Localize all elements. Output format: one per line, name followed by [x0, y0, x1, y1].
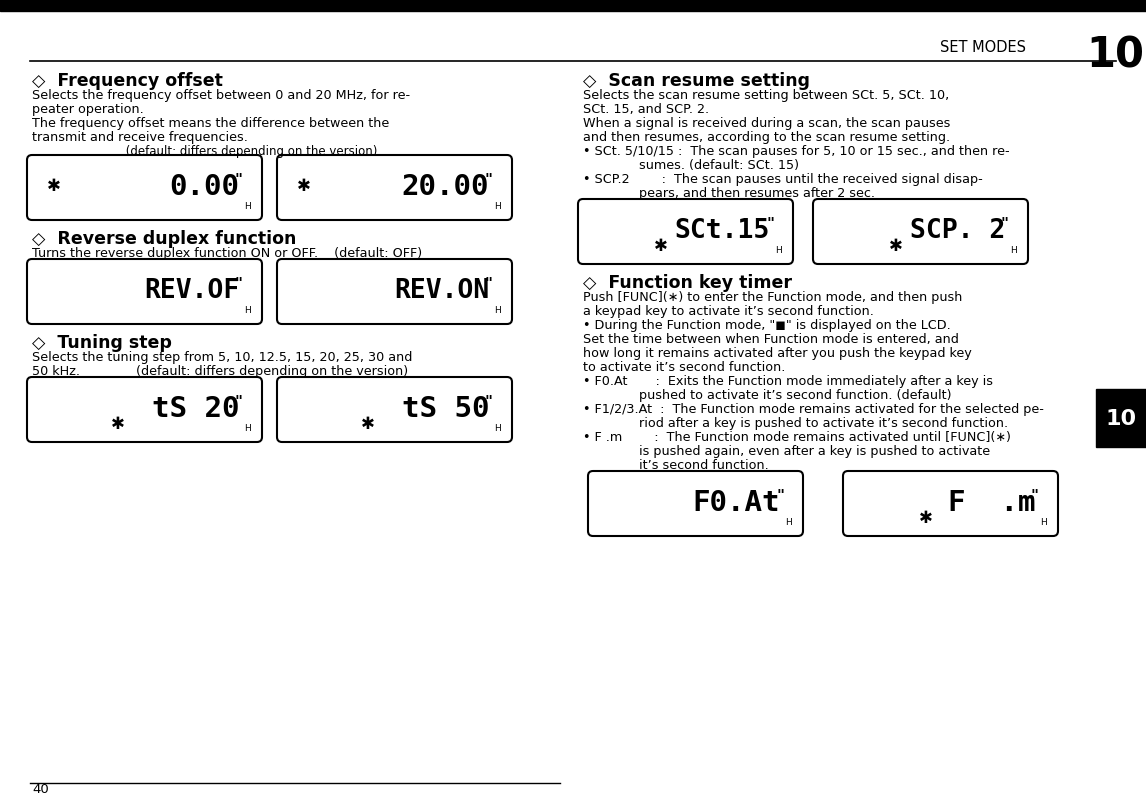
Text: ✱: ✱ [297, 177, 311, 194]
Text: and then resumes, according to the scan resume setting.: and then resumes, according to the scan … [583, 131, 950, 144]
Text: 10: 10 [1106, 409, 1137, 429]
Text: H: H [244, 202, 251, 210]
Text: ◇  Reverse duplex function: ◇ Reverse duplex function [32, 230, 297, 247]
Text: When a signal is received during a scan, the scan pauses: When a signal is received during a scan,… [583, 117, 950, 130]
Text: ": " [485, 394, 493, 410]
Text: ": " [485, 173, 493, 188]
Text: transmit and receive frequencies.: transmit and receive frequencies. [32, 131, 248, 144]
Text: ✱: ✱ [889, 237, 903, 255]
Text: ": " [766, 217, 774, 231]
Text: to activate it’s second function.: to activate it’s second function. [583, 361, 785, 373]
Text: The frequency offset means the difference between the: The frequency offset means the differenc… [32, 117, 390, 130]
Text: REV.ON: REV.ON [394, 278, 489, 304]
Text: pears, and then resumes after 2 sec.: pears, and then resumes after 2 sec. [583, 187, 876, 200]
Text: REV.OF: REV.OF [143, 278, 240, 304]
Text: tS 20: tS 20 [151, 395, 240, 423]
Text: SET MODES: SET MODES [940, 40, 1026, 55]
Text: sumes. (default: SCt. 15): sumes. (default: SCt. 15) [583, 159, 799, 172]
Text: • F0.At       :  Exits the Function mode immediately after a key is: • F0.At : Exits the Function mode immedi… [583, 374, 992, 388]
Text: ✱: ✱ [654, 237, 668, 255]
FancyBboxPatch shape [277, 377, 512, 442]
Text: Selects the frequency offset between 0 and 20 MHz, for re-: Selects the frequency offset between 0 a… [32, 89, 410, 102]
Text: it’s second function.: it’s second function. [583, 459, 769, 471]
Text: • F .m        :  The Function mode remains activated until [FUNC](∗): • F .m : The Function mode remains activ… [583, 430, 1011, 443]
Text: 0.00: 0.00 [168, 173, 240, 201]
Text: H: H [494, 202, 501, 210]
Text: • SCP.2        :  The scan pauses until the received signal disap-: • SCP.2 : The scan pauses until the rece… [583, 173, 983, 185]
Text: ": " [485, 276, 493, 291]
Text: 40: 40 [32, 782, 49, 795]
Text: ✱: ✱ [110, 414, 125, 433]
FancyBboxPatch shape [28, 259, 262, 324]
FancyBboxPatch shape [813, 200, 1028, 265]
Text: ◇  Tuning step: ◇ Tuning step [32, 333, 172, 352]
FancyBboxPatch shape [28, 377, 262, 442]
Text: SCP. 2: SCP. 2 [910, 218, 1005, 244]
Text: H: H [1041, 517, 1047, 526]
Text: ✱: ✱ [361, 414, 375, 433]
Text: Set the time between when Function mode is entered, and: Set the time between when Function mode … [583, 332, 959, 345]
Text: H: H [494, 423, 501, 433]
FancyBboxPatch shape [277, 259, 512, 324]
Text: riod after a key is pushed to activate it’s second function.: riod after a key is pushed to activate i… [583, 417, 1008, 430]
FancyBboxPatch shape [843, 471, 1058, 536]
Text: ": " [235, 173, 243, 188]
Text: tS 50: tS 50 [401, 395, 489, 423]
FancyBboxPatch shape [578, 200, 793, 265]
FancyBboxPatch shape [28, 156, 262, 221]
Text: ✱: ✱ [47, 177, 61, 194]
Text: ": " [776, 488, 784, 503]
Text: ◇  Scan resume setting: ◇ Scan resume setting [583, 72, 810, 90]
Text: • SCt. 5/10/15 :  The scan pauses for 5, 10 or 15 sec., and then re-: • SCt. 5/10/15 : The scan pauses for 5, … [583, 145, 1010, 158]
Text: ": " [235, 394, 243, 410]
Text: ": " [235, 276, 243, 291]
Bar [1096, 389, 1146, 447]
Bar [0, 0, 1146, 12]
Text: F  .m: F .m [948, 489, 1035, 517]
Text: 20.00: 20.00 [401, 173, 489, 201]
FancyBboxPatch shape [277, 156, 512, 221]
Text: Selects the tuning step from 5, 10, 12.5, 15, 20, 25, 30 and: Selects the tuning step from 5, 10, 12.5… [32, 351, 413, 364]
FancyBboxPatch shape [588, 471, 803, 536]
Text: Push [FUNC](∗) to enter the Function mode, and then push: Push [FUNC](∗) to enter the Function mod… [583, 291, 963, 304]
Text: H: H [1011, 246, 1017, 255]
Text: H: H [494, 306, 501, 315]
Text: pushed to activate it’s second function. (default): pushed to activate it’s second function.… [583, 389, 951, 402]
Text: SCt.15: SCt.15 [675, 218, 770, 244]
Text: 10: 10 [1086, 34, 1144, 76]
Text: ": " [1031, 488, 1039, 503]
Text: a keypad key to activate it’s second function.: a keypad key to activate it’s second fun… [583, 304, 874, 318]
Text: is pushed again, even after a key is pushed to activate: is pushed again, even after a key is pus… [583, 444, 990, 458]
Text: • During the Function mode, "◼" is displayed on the LCD.: • During the Function mode, "◼" is displ… [583, 319, 951, 332]
Text: (default: differs depending on the version): (default: differs depending on the versi… [32, 145, 377, 158]
Text: H: H [785, 517, 792, 526]
Text: ✱: ✱ [919, 508, 933, 527]
Text: ◇  Function key timer: ◇ Function key timer [583, 274, 792, 291]
Text: H: H [244, 423, 251, 433]
Text: Selects the scan resume setting between SCt. 5, SCt. 10,: Selects the scan resume setting between … [583, 89, 949, 102]
Text: ": " [1000, 217, 1008, 231]
Text: • F1/2/3.At  :  The Function mode remains activated for the selected pe-: • F1/2/3.At : The Function mode remains … [583, 402, 1044, 415]
Text: H: H [244, 306, 251, 315]
Text: H: H [775, 246, 782, 255]
Text: how long it remains activated after you push the keypad key: how long it remains activated after you … [583, 347, 972, 360]
Text: SCt. 15, and SCP. 2.: SCt. 15, and SCP. 2. [583, 103, 709, 116]
Text: Turns the reverse duplex function ON or OFF.    (default: OFF): Turns the reverse duplex function ON or … [32, 247, 422, 259]
Text: peater operation.: peater operation. [32, 103, 143, 116]
Text: 50 kHz.              (default: differs depending on the version): 50 kHz. (default: differs depending on t… [32, 365, 408, 377]
Text: F0.At: F0.At [692, 489, 780, 517]
Text: ◇  Frequency offset: ◇ Frequency offset [32, 72, 222, 90]
